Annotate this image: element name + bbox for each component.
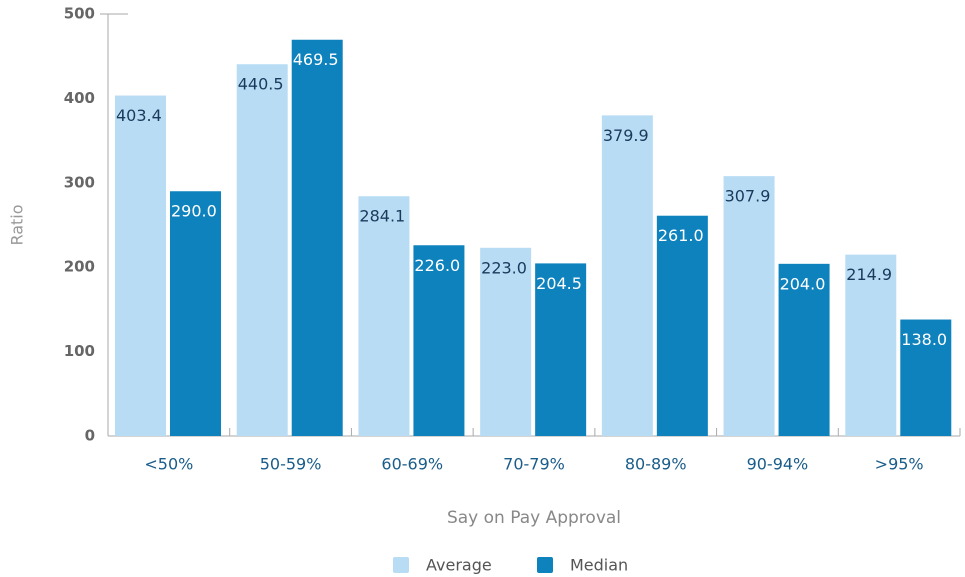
legend-label: Median bbox=[570, 556, 628, 575]
bar bbox=[601, 115, 653, 436]
bar bbox=[900, 319, 952, 436]
x-tick-label: 60-69% bbox=[381, 455, 443, 474]
data-label: 290.0 bbox=[171, 202, 217, 221]
bar bbox=[480, 247, 532, 436]
data-label: 469.5 bbox=[293, 50, 339, 69]
bar bbox=[115, 95, 166, 437]
y-tick-label: 0 bbox=[85, 427, 95, 445]
bar bbox=[236, 64, 288, 436]
data-label: 223.0 bbox=[481, 258, 527, 277]
data-label: 214.9 bbox=[846, 265, 892, 284]
bar bbox=[778, 263, 830, 436]
data-label: 284.1 bbox=[359, 207, 405, 226]
data-label: 204.5 bbox=[536, 274, 582, 293]
y-tick-label: 200 bbox=[64, 258, 95, 276]
x-tick-label: >95% bbox=[875, 455, 924, 474]
bar bbox=[413, 245, 465, 436]
y-axis-title: Ratio bbox=[8, 204, 27, 245]
data-label: 403.4 bbox=[116, 106, 162, 125]
data-label: 204.0 bbox=[780, 274, 826, 293]
bar bbox=[656, 215, 708, 436]
x-tick-label: 80-89% bbox=[625, 455, 687, 474]
bar bbox=[358, 196, 410, 436]
bar bbox=[170, 191, 221, 436]
data-label: 226.0 bbox=[414, 256, 460, 275]
x-tick-label: 70-79% bbox=[503, 455, 565, 474]
legend-swatch bbox=[393, 557, 409, 573]
y-tick-label: 100 bbox=[64, 342, 95, 360]
data-label: 440.5 bbox=[238, 75, 284, 94]
data-label: 379.9 bbox=[603, 126, 649, 145]
x-tick-label: 90-94% bbox=[747, 455, 809, 474]
x-tick-label: <50% bbox=[144, 455, 193, 474]
y-tick-label: 400 bbox=[64, 89, 95, 107]
data-label: 307.9 bbox=[725, 187, 771, 206]
x-axis-title: Say on Pay Approval bbox=[447, 508, 621, 528]
bar bbox=[535, 263, 587, 436]
y-tick-label: 300 bbox=[64, 173, 95, 191]
data-label: 261.0 bbox=[658, 226, 704, 245]
data-label: 138.0 bbox=[901, 330, 947, 349]
x-tick-label: 50-59% bbox=[260, 455, 322, 474]
y-tick-label: 500 bbox=[64, 5, 95, 23]
legend-label: Average bbox=[426, 556, 492, 575]
bar bbox=[723, 176, 775, 437]
legend-swatch bbox=[537, 557, 553, 573]
bar bbox=[845, 254, 897, 436]
bar bbox=[291, 39, 343, 436]
